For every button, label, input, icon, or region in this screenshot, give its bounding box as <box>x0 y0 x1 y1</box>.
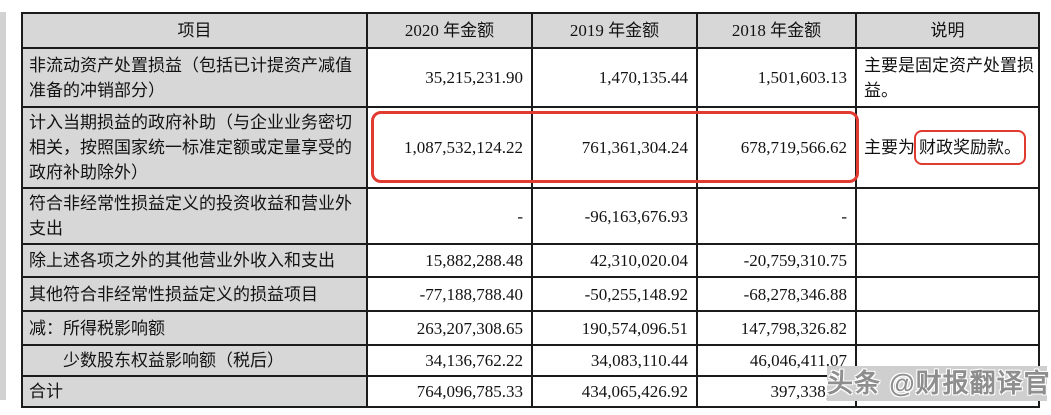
row-2020-value: 1,087,532,124.22 <box>366 106 533 189</box>
row-item-label: 其他符合非经常性损益定义的损益项目 <box>21 276 368 312</box>
left-edge-strip <box>0 12 6 400</box>
table-row: 符合非经常性损益定义的投资收益和营业外支出 - -96,163,676.93 - <box>21 187 1040 245</box>
nonrecurring-gains-losses-table: 项目 2020 年金额 2019 年金额 2018 年金额 说明 非流动资产处置… <box>21 12 1040 408</box>
row-2019-value: 1,470,135.44 <box>531 47 698 108</box>
row-item-label: 计入当期损益的政府补助（与企业业务密切相关，按照国家统一标准定额或定量享受的政府… <box>21 106 368 189</box>
row-2019-value: 42,310,020.04 <box>531 243 698 278</box>
row-note: 主要为 财政奖励款。 <box>855 106 1040 189</box>
row-2019-value: 190,574,096.51 <box>531 310 698 346</box>
watermark: 头条 @财报翻译官 <box>827 366 1050 401</box>
row-2018-value: 46,046,411.07 <box>696 344 857 377</box>
col-header-2019: 2019 年金额 <box>531 12 698 49</box>
row-2018-value: -68,278,346.88 <box>696 276 857 312</box>
note-highlight-red-box: 财政奖励款。 <box>914 130 1026 165</box>
row-2019-value: -96,163,676.93 <box>531 187 698 245</box>
table-row: 除上述各项之外的其他营业外收入和支出 15,882,288.48 42,310,… <box>21 243 1040 278</box>
row-2018-value: -20,759,310.75 <box>696 243 857 278</box>
row-2018-value: 147,798,326.82 <box>696 310 857 346</box>
row-note <box>855 310 1040 346</box>
row-item-label: 减：所得税影响额 <box>21 310 368 346</box>
table-row: 减：所得税影响额 263,207,308.65 190,574,096.51 1… <box>21 310 1040 346</box>
row-2018-value: - <box>696 187 857 245</box>
row-note <box>855 187 1040 245</box>
row-item-label: 合计 <box>21 375 368 408</box>
note-prefix: 主要为 <box>864 138 915 157</box>
row-2018-value: 1,501,603.13 <box>696 47 857 108</box>
table-row: 其他符合非经常性损益定义的损益项目 -77,188,788.40 -50,255… <box>21 276 1040 312</box>
row-item-label: 非流动资产处置损益（包括已计提资产减值准备的冲销部分） <box>21 47 368 108</box>
row-2020-value: 35,215,231.90 <box>366 47 533 108</box>
row-2020-value: - <box>366 187 533 245</box>
row-2019-value: 434,065,426.92 <box>531 375 698 408</box>
col-header-2020: 2020 年金额 <box>366 12 533 49</box>
row-2019-value: 761,361,304.24 <box>531 106 698 189</box>
col-header-item: 项目 <box>21 12 368 49</box>
row-note <box>855 243 1040 278</box>
row-2020-value: 15,882,288.48 <box>366 243 533 278</box>
row-item-label: 少数股东权益影响额（税后） <box>21 344 368 377</box>
row-2018-value: 678,719,566.62 <box>696 106 857 189</box>
row-note: 主要是固定资产处置损益。 <box>855 47 1040 108</box>
col-header-note: 说明 <box>855 12 1040 49</box>
row-2020-value: 764,096,785.33 <box>366 375 533 408</box>
row-2019-value: -50,255,148.92 <box>531 276 698 312</box>
row-2020-value: 34,136,762.22 <box>366 344 533 377</box>
row-2020-value: -77,188,788.40 <box>366 276 533 312</box>
row-note <box>855 276 1040 312</box>
table-row: 计入当期损益的政府补助（与企业业务密切相关，按照国家统一标准定额或定量享受的政府… <box>21 106 1040 189</box>
table-row: 非流动资产处置损益（包括已计提资产减值准备的冲销部分） 35,215,231.9… <box>21 47 1040 108</box>
col-header-2018: 2018 年金额 <box>696 12 857 49</box>
row-2019-value: 34,083,110.44 <box>531 344 698 377</box>
row-item-label: 符合非经常性损益定义的投资收益和营业外支出 <box>21 187 368 245</box>
header-row: 项目 2020 年金额 2019 年金额 2018 年金额 说明 <box>21 12 1040 49</box>
row-item-label: 除上述各项之外的其他营业外收入和支出 <box>21 243 368 278</box>
row-2020-value: 263,207,308.65 <box>366 310 533 346</box>
